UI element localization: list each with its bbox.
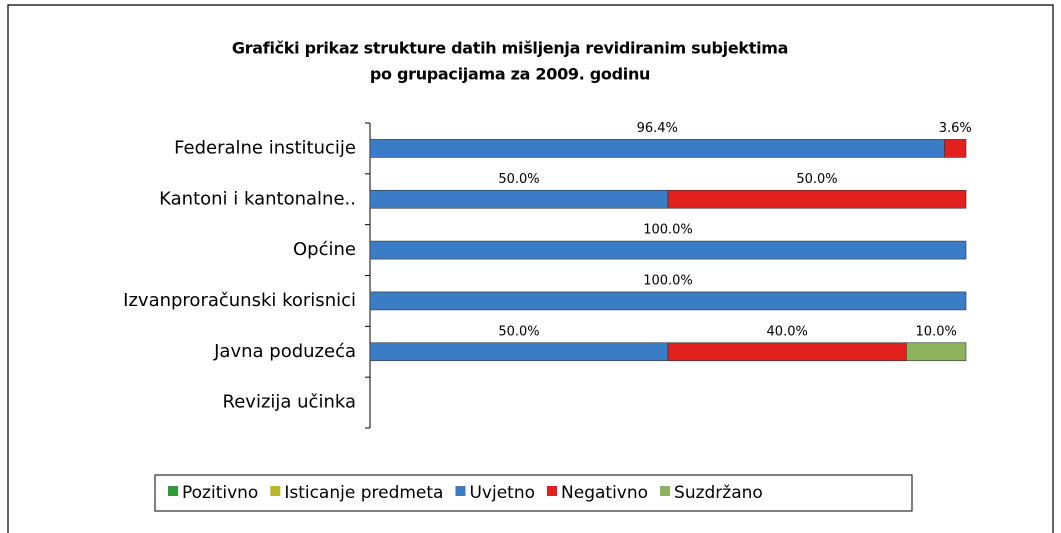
legend-swatch [270, 486, 281, 496]
legend-swatch [168, 486, 178, 496]
legend-label: Isticanje predmeta [284, 483, 443, 503]
category-label: Općine [293, 239, 356, 260]
bar-segment [369, 240, 967, 260]
bar-segment [369, 139, 945, 158]
legend-swatch [455, 486, 466, 496]
value-label: 100.0% [643, 273, 693, 288]
bar-segment [667, 342, 907, 362]
value-label: 10.0% [916, 324, 957, 339]
bar-segment [667, 189, 967, 209]
category-label: Revizija učinka [223, 392, 356, 413]
bar-segment [369, 189, 669, 209]
value-label: 100.0% [643, 223, 693, 238]
value-label: 3.6% [939, 121, 972, 136]
legend-label: Negativno [561, 483, 648, 503]
legend-label: Uvjetno [469, 483, 535, 503]
chart-title: Grafički prikaz strukture datih mišljenj… [232, 39, 788, 58]
category-label: Izvanproračunski korisnici [123, 290, 356, 311]
frame [7, 4, 1054, 533]
legend-swatch [660, 486, 671, 496]
legend-label: Suzdržano [674, 483, 763, 503]
bar-segment [906, 342, 967, 362]
bar-segment [369, 291, 967, 311]
value-label: 50.0% [498, 324, 539, 339]
category-label: Federalne institucije [174, 137, 356, 158]
category-label: Javna poduzeća [213, 341, 356, 362]
value-label: 96.4% [637, 121, 678, 136]
legend-box [154, 474, 913, 512]
value-label: 50.0% [498, 172, 539, 187]
category-label: Kantoni i kantonalne.. [159, 188, 356, 209]
value-label: 50.0% [796, 172, 837, 187]
value-label: 40.0% [767, 324, 808, 339]
legend-swatch [547, 486, 558, 496]
bar-segment [369, 342, 669, 362]
bar-segment [944, 139, 967, 158]
legend-label: Pozitivno [182, 483, 258, 503]
chart-title: po grupacijama za 2009. godinu [370, 65, 650, 84]
